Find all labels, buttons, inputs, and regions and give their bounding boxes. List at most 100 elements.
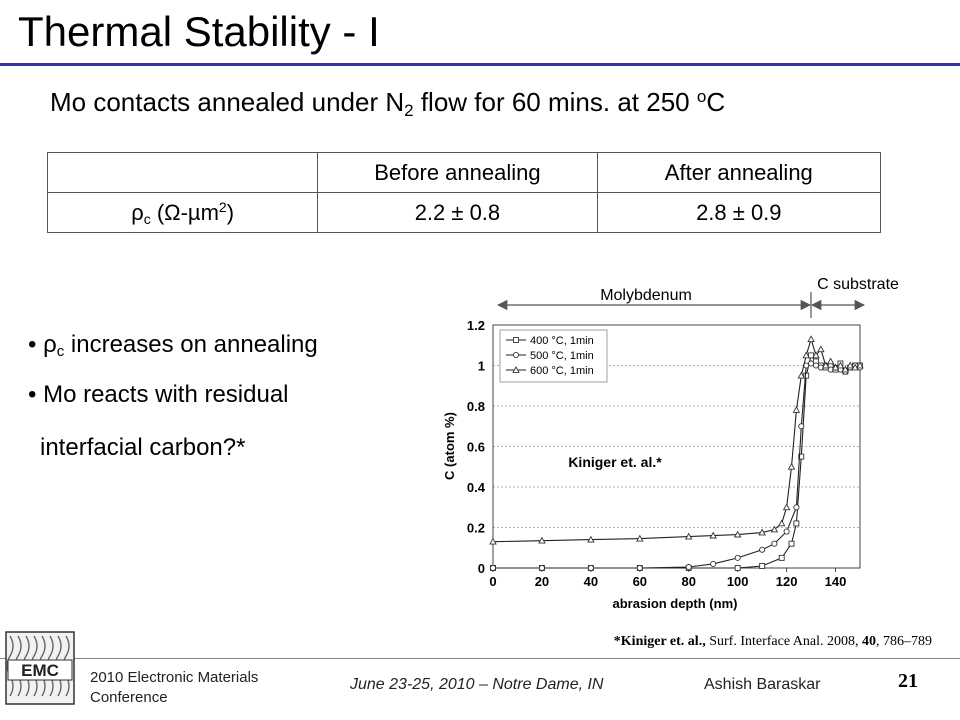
data-point — [782, 503, 791, 511]
data-point — [489, 564, 497, 572]
footnote-authors: *Kiniger et. al., — [613, 634, 706, 649]
data-point — [538, 536, 546, 544]
bullet-rho-sub: c — [56, 343, 65, 360]
conference-date: June 23-25, 2010 – Notre Dame, IN — [350, 676, 604, 693]
footer-divider — [0, 658, 960, 659]
legend-marker — [513, 337, 519, 343]
data-point — [846, 361, 854, 369]
citation-footnote: *Kiniger et. al., Surf. Interface Anal. … — [614, 634, 932, 650]
data-point — [798, 423, 805, 430]
contact-resistivity-table: Before annealing After annealing ρc (Ω-µ… — [46, 152, 882, 233]
row-label-mid: (Ω-µm — [150, 199, 219, 225]
table-row: ρc (Ω-µm2) 2.2 ± 0.8 2.8 ± 0.9 — [46, 192, 882, 233]
x-tick-label: 60 — [633, 574, 647, 589]
data-point — [808, 360, 815, 367]
subtitle-post: C — [706, 87, 726, 117]
subtitle-sub: 2 — [404, 101, 414, 120]
conference-name: 2010 Electronic Materials Conference — [90, 669, 259, 706]
presenter-name: Ashish Baraskar — [704, 676, 821, 693]
data-point — [797, 371, 806, 379]
data-point — [771, 540, 778, 547]
data-point — [587, 535, 595, 543]
data-point — [636, 534, 644, 542]
bullet-item: • ρc increases on annealing — [28, 331, 318, 360]
data-point — [758, 528, 766, 536]
logo-text: EMC — [21, 661, 59, 680]
emc-logo: EMC — [5, 631, 75, 705]
data-point — [803, 372, 810, 379]
bullet-text: Mo reacts with residual — [43, 381, 289, 408]
x-tick-label: 80 — [681, 574, 695, 589]
subtitle-mid: flow for 60 mins. at 250 — [413, 87, 697, 117]
data-point — [587, 564, 594, 572]
bullet-item: • Mo reacts with residual — [28, 381, 289, 408]
series-triangle — [489, 335, 864, 545]
bullet-rho: ρ — [43, 331, 57, 358]
carbon-depth-profile-chart: Molybdenum C substrate Kiniger et. al.* … — [442, 276, 899, 611]
data-point — [770, 525, 779, 533]
slide-title: Thermal Stability - I — [18, 8, 380, 55]
footnote-volume: 40 — [862, 634, 876, 649]
data-point — [808, 352, 815, 359]
table-cell-before: 2.2 ± 0.8 — [317, 192, 598, 233]
y-tick-label: 0.8 — [467, 399, 485, 414]
data-point — [821, 361, 830, 369]
data-point — [851, 363, 859, 371]
row-label-post: ) — [226, 199, 235, 225]
data-point — [836, 361, 845, 369]
y-tick-label: 0 — [478, 561, 485, 576]
x-tick-label: 120 — [776, 574, 798, 589]
data-point — [734, 554, 741, 561]
data-point — [778, 554, 785, 561]
x-tick-label: 100 — [727, 574, 749, 589]
data-point — [798, 453, 805, 460]
y-axis-label: C (atom %) — [442, 412, 457, 480]
table-header-cell: After annealing — [596, 152, 882, 193]
data-point — [777, 519, 786, 527]
y-tick-label: 1 — [478, 359, 485, 374]
data-point — [831, 363, 840, 371]
rho-sub: c — [143, 210, 151, 227]
legend-marker — [512, 366, 520, 373]
series-square — [490, 352, 863, 571]
substrate-label: C substrate — [817, 276, 899, 293]
row-label-sup: 2 — [218, 198, 227, 215]
bullet-continuation: interfacial carbon?* — [40, 434, 246, 461]
data-point — [807, 335, 815, 343]
title-underline — [0, 63, 960, 66]
chart-legend: 400 °C, 1min 500 °C, 1min 600 °C, 1min — [499, 329, 608, 383]
table-header-cell: Before annealing — [317, 152, 598, 193]
x-tick-label: 40 — [584, 574, 598, 589]
x-axis-label: abrasion depth (nm) — [613, 596, 738, 611]
data-point — [489, 537, 497, 545]
series-circle — [489, 360, 864, 572]
data-point — [856, 361, 864, 369]
y-tick-label: 0.4 — [467, 480, 486, 495]
page-number: 21 — [898, 670, 918, 692]
footnote-pages: , 786–789 — [876, 634, 932, 649]
table-cell-after: 2.8 ± 0.9 — [596, 192, 882, 233]
legend-label: 600 °C, 1min — [530, 365, 594, 377]
x-tick-label: 0 — [489, 574, 496, 589]
data-point — [684, 532, 693, 540]
data-point — [812, 362, 820, 369]
data-point — [826, 357, 835, 365]
data-point — [636, 564, 643, 572]
rho-symbol: ρ — [131, 199, 144, 225]
x-tick-label: 140 — [825, 574, 847, 589]
legend-marker — [512, 351, 520, 359]
y-tick-label: 1.2 — [467, 318, 485, 333]
molybdenum-label: Molybdenum — [600, 287, 692, 304]
y-tick-label: 0.2 — [467, 521, 485, 536]
data-point — [812, 351, 820, 359]
data-point — [792, 406, 801, 413]
data-point — [793, 520, 800, 527]
data-point — [787, 462, 796, 470]
data-point — [710, 560, 717, 568]
data-point — [793, 504, 800, 511]
legend-label: 400 °C, 1min — [530, 335, 594, 347]
x-tick-label: 20 — [535, 574, 549, 589]
bullet-text: increases on annealing — [64, 331, 318, 358]
data-point — [802, 351, 810, 359]
data-point — [709, 531, 717, 539]
